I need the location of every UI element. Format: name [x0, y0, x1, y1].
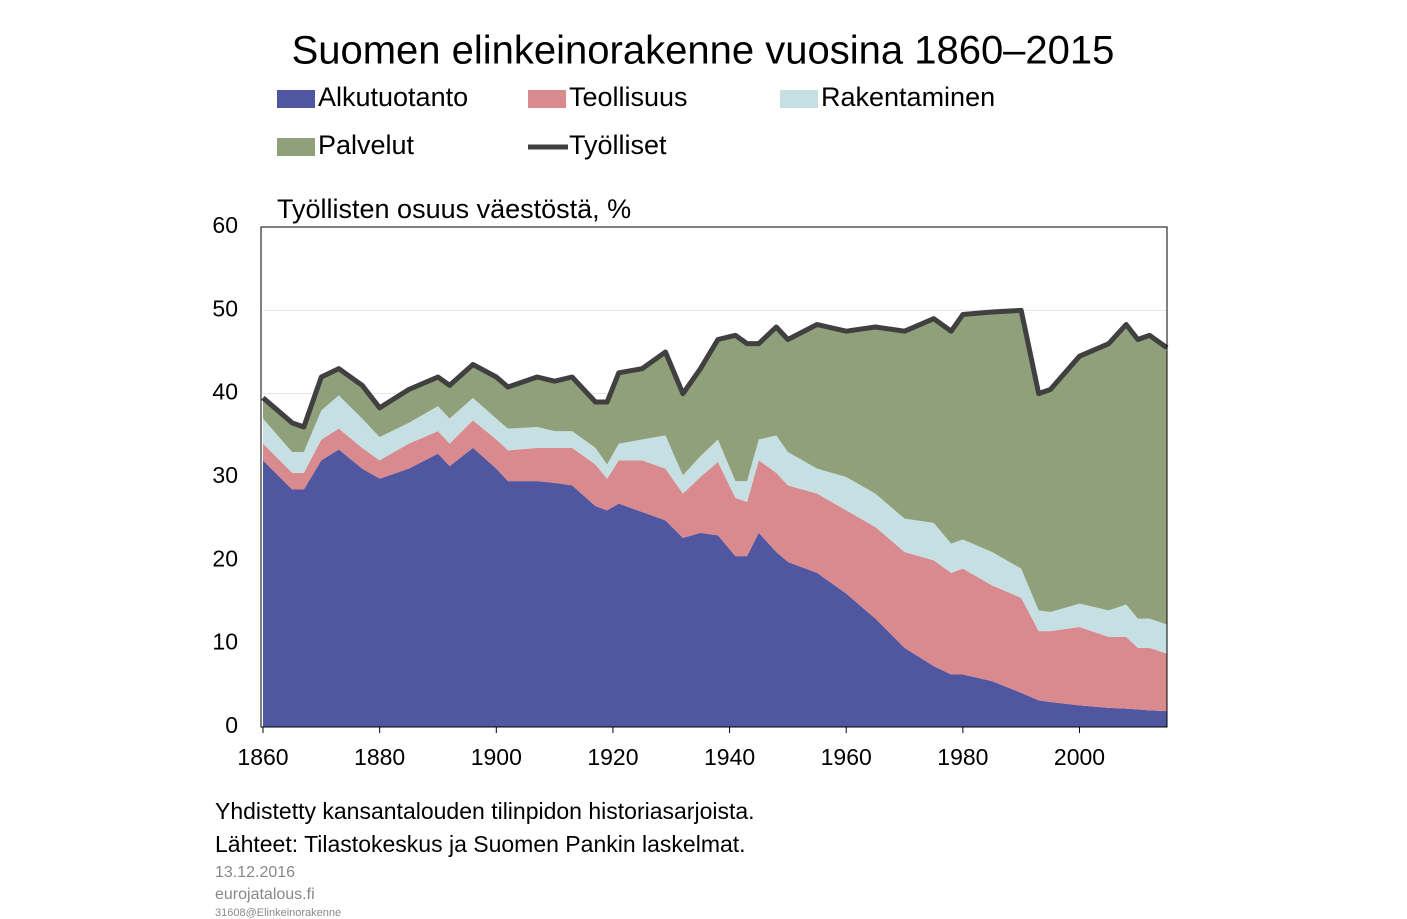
- legend-label: Teollisuus: [569, 82, 688, 112]
- note: Yhdistetty kansantalouden tilinpidon his…: [215, 798, 755, 824]
- note: Lähteet: Tilastokeskus ja Suomen Pankin …: [215, 831, 746, 857]
- legend-label: Alkutuotanto: [318, 82, 468, 112]
- legend-swatch: [277, 90, 315, 108]
- y-tick-label: 40: [212, 379, 238, 405]
- y-axis-label: Työllisten osuus väestöstä, %: [277, 194, 631, 224]
- legend-swatch: [277, 138, 315, 156]
- y-tick-label: 30: [212, 462, 238, 488]
- x-tick-label: 1860: [237, 744, 288, 770]
- y-tick-label: 0: [225, 712, 238, 738]
- y-tick-label: 10: [212, 629, 238, 655]
- plot-frame: [260, 226, 1168, 728]
- footer-id: 31608@Elinkeinorakenne: [215, 907, 341, 919]
- x-tick-label: 1940: [704, 744, 755, 770]
- legend-label: Työlliset: [569, 130, 667, 160]
- x-tick-label: 1980: [937, 744, 988, 770]
- x-tick-label: 2000: [1054, 744, 1105, 770]
- y-tick-label: 50: [212, 295, 238, 321]
- y-tick-label: 20: [212, 545, 238, 571]
- legend-label: Rakentaminen: [821, 82, 995, 112]
- area: [263, 395, 1167, 654]
- x-tick-label: 1900: [471, 744, 522, 770]
- legend-swatch: [528, 90, 566, 108]
- area: [263, 447, 1167, 727]
- area: [263, 420, 1167, 712]
- footer-site: eurojatalous.fi: [215, 886, 315, 903]
- legend-swatch: [780, 90, 818, 108]
- x-tick-label: 1920: [587, 744, 638, 770]
- line: [261, 307, 1169, 430]
- x-tick-label: 1880: [354, 744, 405, 770]
- chart-title: Suomen elinkeinorakenne vuosina 1860–201…: [292, 29, 1115, 73]
- legend-label: Palvelut: [318, 130, 415, 160]
- y-tick-label: 60: [212, 212, 238, 238]
- footer-date: 13.12.2016: [215, 864, 295, 881]
- x-tick-label: 1960: [821, 744, 872, 770]
- area: [263, 310, 1167, 625]
